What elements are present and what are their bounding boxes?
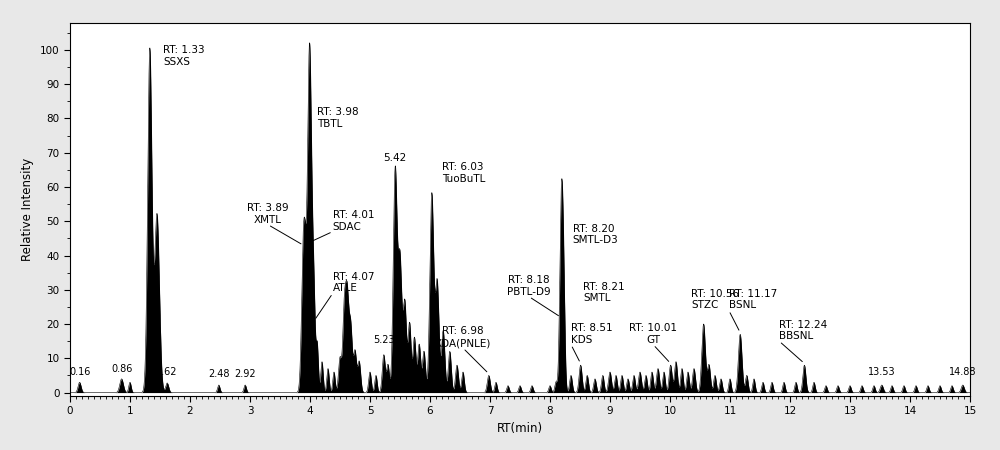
Text: 13.53: 13.53 bbox=[868, 367, 896, 377]
Text: 5.23: 5.23 bbox=[373, 335, 395, 345]
Text: 2.92: 2.92 bbox=[234, 369, 256, 379]
Text: 2.48: 2.48 bbox=[208, 369, 230, 379]
Text: 5.42: 5.42 bbox=[384, 153, 407, 163]
Text: RT: 12.24
BBSNL: RT: 12.24 BBSNL bbox=[779, 320, 827, 341]
Text: 14.88: 14.88 bbox=[949, 367, 977, 377]
Text: RT: 8.20
SMTL-D3: RT: 8.20 SMTL-D3 bbox=[573, 224, 619, 245]
Text: RT: 8.51
KDS: RT: 8.51 KDS bbox=[571, 323, 613, 345]
Text: RT: 4.01
SDAC: RT: 4.01 SDAC bbox=[333, 210, 374, 231]
Text: RT: 3.89
XMTL: RT: 3.89 XMTL bbox=[247, 203, 289, 225]
Text: RT: 6.98
XDA(PNLE): RT: 6.98 XDA(PNLE) bbox=[435, 326, 491, 348]
Text: RT: 8.21
SMTL: RT: 8.21 SMTL bbox=[583, 282, 625, 303]
Text: RT: 11.17
BSNL: RT: 11.17 BSNL bbox=[729, 289, 777, 310]
Y-axis label: Relative Intensity: Relative Intensity bbox=[21, 158, 34, 261]
Text: RT: 10.56
STZC: RT: 10.56 STZC bbox=[691, 289, 739, 310]
Text: RT: 6.03
TuoBuTL: RT: 6.03 TuoBuTL bbox=[442, 162, 485, 184]
Text: RT: 10.01
GT: RT: 10.01 GT bbox=[629, 323, 677, 345]
Text: 0.86: 0.86 bbox=[111, 364, 132, 374]
Text: RT: 4.07
ATLE: RT: 4.07 ATLE bbox=[333, 272, 374, 293]
Text: 1.62: 1.62 bbox=[156, 367, 178, 377]
Text: RT: 8.18
PBTL-D9: RT: 8.18 PBTL-D9 bbox=[507, 275, 551, 297]
Text: 0.16: 0.16 bbox=[69, 367, 90, 377]
Text: RT: 3.98
TBTL: RT: 3.98 TBTL bbox=[317, 107, 359, 129]
Text: RT: 1.33
SSXS: RT: 1.33 SSXS bbox=[163, 45, 205, 67]
X-axis label: RT(min): RT(min) bbox=[497, 422, 543, 435]
